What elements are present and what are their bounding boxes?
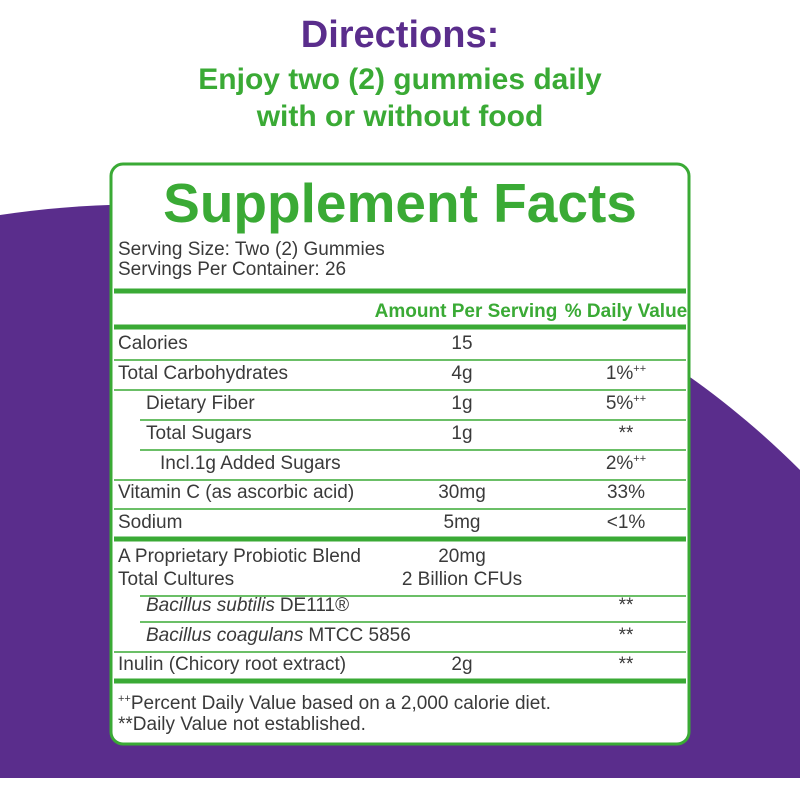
dv-text: 1% xyxy=(606,363,634,384)
header-dv: % Daily Value xyxy=(565,301,688,322)
dv-text: 33% xyxy=(607,482,645,503)
amount: 2g xyxy=(451,654,472,675)
dv-text: 5% xyxy=(606,393,634,414)
dv-mark: ++ xyxy=(633,453,646,465)
species-name: Bacillus coagulans xyxy=(146,625,304,646)
daily-value: ** xyxy=(619,625,634,646)
footnote-text: Daily Value not established. xyxy=(133,714,366,735)
serving-size: Serving Size: Two (2) Gummies xyxy=(118,239,385,260)
nutrient-name: Total Sugars xyxy=(146,423,252,444)
amount: 15 xyxy=(451,333,472,354)
dv-text: ** xyxy=(619,423,634,444)
dv-text: ** xyxy=(619,595,634,616)
daily-value: ** xyxy=(619,423,634,444)
amount: 20mg xyxy=(438,546,486,567)
dv-mark: ++ xyxy=(633,363,646,375)
servings-per-container: Servings Per Container: 26 xyxy=(118,259,346,280)
nutrient-name: Bacillus coagulans MTCC 5856 xyxy=(146,625,411,646)
dv-mark: ++ xyxy=(633,393,646,405)
amount: 4g xyxy=(451,363,472,384)
nutrient-name: Total Carbohydrates xyxy=(118,363,288,384)
nutrient-name: Sodium xyxy=(118,512,182,533)
species-name: Bacillus subtilis xyxy=(146,595,275,616)
daily-value: 33% xyxy=(607,482,645,503)
strain-code: DE111® xyxy=(280,595,349,616)
nutrient-name: Vitamin C (as ascorbic acid) xyxy=(118,482,354,503)
daily-value: ** xyxy=(619,654,634,675)
footnote: ++Percent Daily Value based on a 2,000 c… xyxy=(118,693,551,714)
header-amount: Amount Per Serving xyxy=(375,301,558,322)
amount: 1g xyxy=(451,393,472,414)
directions-line: Enjoy two (2) gummies daily xyxy=(198,63,602,96)
nutrient-name: A Proprietary Probiotic Blend xyxy=(118,546,361,567)
daily-value: 1%++ xyxy=(606,363,646,384)
nutrient-name: Bacillus subtilis DE111® xyxy=(146,595,349,616)
nutrient-name: Calories xyxy=(118,333,188,354)
nutrient-name: Incl.1g Added Sugars xyxy=(160,453,341,474)
footnote-text: Percent Daily Value based on a 2,000 cal… xyxy=(131,693,551,714)
amount: 30mg xyxy=(438,482,486,503)
amount: 5mg xyxy=(444,512,481,533)
directions-title: Directions: xyxy=(301,14,499,56)
nutrient-name: Total Cultures xyxy=(118,569,234,590)
daily-value: ** xyxy=(619,595,634,616)
nutrient-name: Dietary Fiber xyxy=(146,393,255,414)
footnote-mark: ** xyxy=(118,714,133,735)
daily-value: <1% xyxy=(607,512,646,533)
dv-text: <1% xyxy=(607,512,646,533)
dv-text: 2% xyxy=(606,453,634,474)
strain-code: MTCC 5856 xyxy=(308,625,410,646)
footnote-mark: ++ xyxy=(118,693,131,705)
daily-value: 5%++ xyxy=(606,393,646,414)
nutrient-name: Inulin (Chicory root extract) xyxy=(118,654,346,675)
footnote: **Daily Value not established. xyxy=(118,714,366,735)
amount: 2 Billion CFUs xyxy=(402,569,522,590)
dv-text: ** xyxy=(619,654,634,675)
facts-panel xyxy=(109,162,691,746)
directions-line: with or without food xyxy=(256,100,544,133)
daily-value: 2%++ xyxy=(606,453,646,474)
facts-title: Supplement Facts xyxy=(163,172,637,234)
amount: 1g xyxy=(451,423,472,444)
footnotes: ++Percent Daily Value based on a 2,000 c… xyxy=(118,693,551,735)
dv-text: ** xyxy=(619,625,634,646)
